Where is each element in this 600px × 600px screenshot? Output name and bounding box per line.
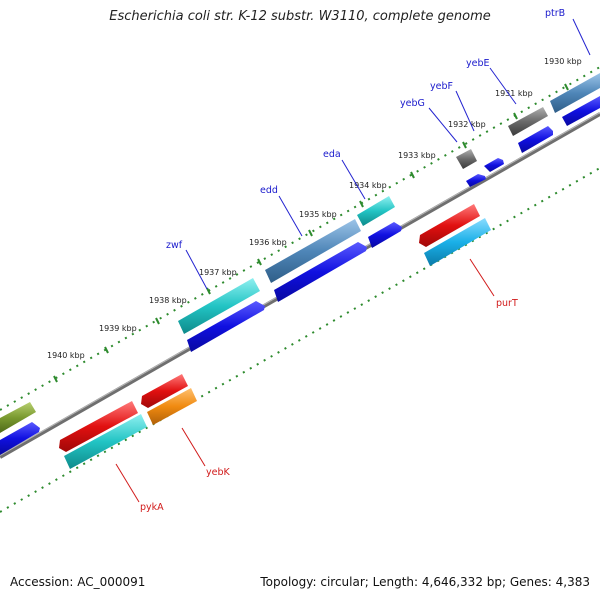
gene-yebK[interactable] — [147, 388, 197, 425]
gene-edd[interactable] — [265, 219, 361, 283]
gene-yebE[interactable] — [508, 107, 548, 136]
tick-label-1935: 1935 kbp — [299, 210, 337, 219]
tick-label-1930: 1930 kbp — [544, 57, 582, 66]
cds-forward-blue — [0, 96, 600, 455]
cds-arrow-zwf[interactable] — [187, 301, 265, 352]
cds-arrow-left[interactable] — [0, 422, 40, 455]
gene-label-yebE: yebE — [466, 58, 490, 69]
gene-pykA-cyan[interactable] — [64, 414, 147, 469]
leader-lines-reverse — [115, 258, 495, 503]
cds-arrow-yebE[interactable] — [518, 126, 553, 153]
tick-label-1931: 1931 kbp — [495, 89, 533, 98]
genes-forward — [0, 73, 600, 433]
gene-label-yebG: yebG — [400, 98, 425, 109]
gene-yebK-red[interactable] — [141, 374, 188, 408]
gene-label-pykA: pykA — [140, 502, 164, 513]
cds-arrow-eda[interactable] — [368, 222, 402, 248]
cds-arrow-yebG[interactable] — [466, 174, 486, 187]
gene-label-yebF: yebF — [430, 81, 453, 92]
gene-label-ptrB: ptrB — [545, 8, 565, 19]
gene-yebG[interactable] — [456, 149, 477, 169]
major-ticks — [53, 83, 569, 383]
topology-label: Topology: circular; Length: 4,646,332 bp… — [260, 575, 590, 589]
gene-purT[interactable] — [419, 204, 480, 247]
genes-reverse — [59, 204, 491, 469]
cds-arrow-ptrB[interactable] — [562, 96, 600, 126]
gene-label-yebK: yebK — [206, 467, 230, 478]
forward-tick-row — [0, 66, 600, 411]
tick-label-1936: 1936 kbp — [249, 238, 287, 247]
gene-label-eda: eda — [323, 149, 341, 160]
gene-ptrB[interactable] — [550, 73, 600, 113]
cds-arrow-yebF[interactable] — [484, 158, 504, 172]
accession-label: Accession: AC_000091 — [10, 575, 146, 589]
tick-label-1938: 1938 kbp — [149, 296, 187, 305]
map-title: Escherichia coli str. K-12 substr. W3110… — [109, 9, 491, 24]
tick-label-1932: 1932 kbp — [448, 120, 486, 129]
gene-purT-cyan[interactable] — [424, 218, 491, 266]
gene-label-edd: edd — [260, 185, 278, 196]
gene-pykA[interactable] — [59, 401, 138, 452]
gene-label-purT: purT — [496, 298, 518, 309]
gene-label-zwf: zwf — [166, 240, 183, 251]
tick-label-1934: 1934 kbp — [349, 181, 387, 190]
reverse-tick-row — [0, 167, 600, 513]
gene-left-olive[interactable] — [0, 402, 36, 433]
cds-arrow-edd[interactable] — [274, 242, 367, 302]
leader-lines-forward — [185, 18, 591, 290]
gene-zwf[interactable] — [178, 278, 260, 334]
gene-eda[interactable] — [357, 196, 395, 226]
tick-label-1933: 1933 kbp — [398, 151, 436, 160]
tick-label-1937: 1937 kbp — [199, 268, 237, 277]
tick-label-1939: 1939 kbp — [99, 324, 137, 333]
tick-label-1940: 1940 kbp — [47, 351, 85, 360]
